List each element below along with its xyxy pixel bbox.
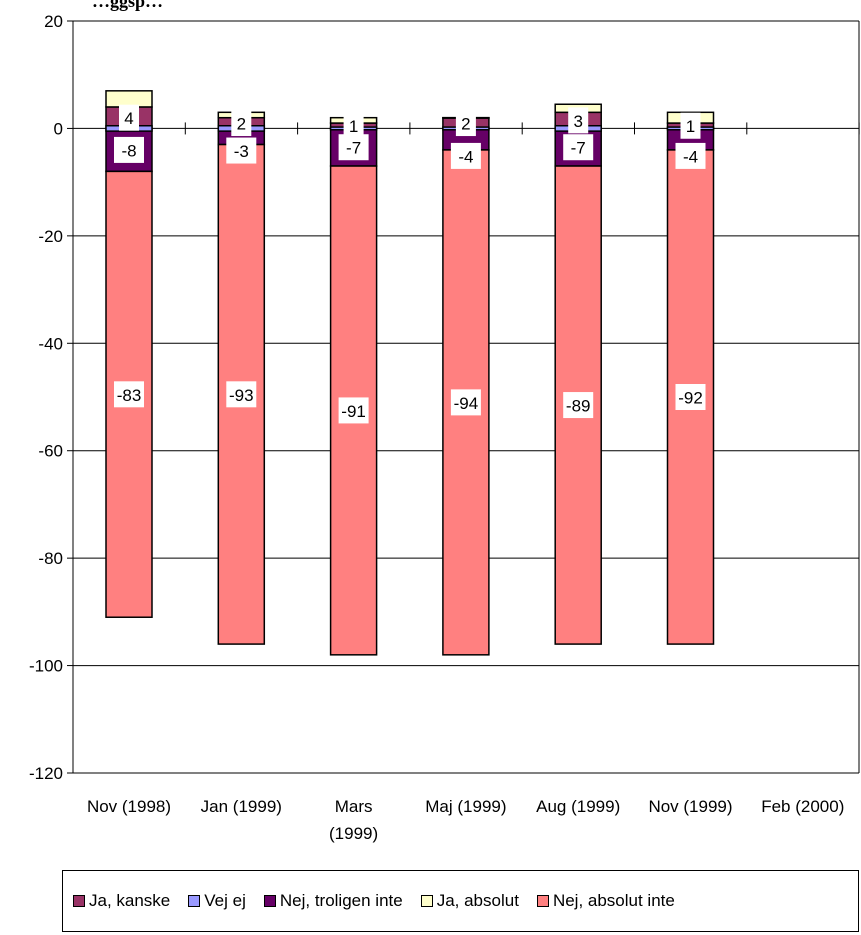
data-label: -92 — [678, 389, 703, 408]
y-tick-label: -60 — [38, 442, 63, 461]
data-label-background — [563, 392, 594, 419]
y-tick-label: -80 — [38, 549, 63, 568]
legend-item: Vej ej — [188, 891, 246, 911]
data-label-background — [675, 384, 706, 410]
data-label-background — [338, 397, 369, 424]
data-label-background — [563, 134, 594, 161]
data-label-background — [680, 112, 701, 139]
data-label: -94 — [454, 394, 479, 413]
data-label-background — [114, 381, 144, 408]
x-tick-label: Aug (1999) — [536, 797, 620, 816]
x-tick-label: Feb (2000) — [761, 797, 844, 816]
y-tick-label: -120 — [29, 764, 63, 783]
data-label-background — [568, 107, 589, 134]
data-label-background — [450, 389, 481, 416]
data-label-background — [231, 110, 252, 137]
x-tick-label: Mars — [335, 797, 373, 816]
legend-item: Ja, absolut — [420, 891, 519, 911]
legend-label: Ja, kanske — [89, 891, 171, 910]
data-label-background — [114, 136, 144, 163]
bar-segment — [105, 90, 153, 108]
legend-swatch — [536, 895, 549, 907]
data-label-background — [119, 104, 139, 131]
data-label: -83 — [117, 386, 142, 405]
data-label: -93 — [229, 386, 254, 405]
data-label: 4 — [124, 109, 133, 128]
legend-item: Nej, absolut inte — [536, 891, 675, 911]
data-label: -3 — [234, 142, 249, 161]
data-label: 3 — [573, 112, 582, 131]
data-label-background — [226, 381, 257, 408]
legend: Ja, kanske Vej ej Nej, troligen inte Ja, ab… — [62, 870, 859, 932]
legend-swatch — [263, 895, 276, 907]
data-label: 1 — [349, 117, 358, 136]
y-tick-label: 20 — [44, 12, 63, 31]
data-label: -4 — [683, 147, 698, 166]
data-label-background — [675, 142, 706, 169]
data-label: -91 — [341, 402, 366, 421]
legend-label: Vej ej — [204, 891, 246, 910]
x-tick-label: Maj (1999) — [425, 797, 506, 816]
x-tick-label-line2: (1999) — [329, 824, 378, 843]
data-label-background — [338, 134, 369, 161]
data-label: 2 — [461, 115, 470, 134]
legend-item: Ja, kanske — [73, 891, 170, 911]
data-label: -4 — [458, 147, 473, 166]
data-label: -89 — [566, 397, 591, 416]
legend-item: Nej, troligen inte — [263, 891, 403, 911]
legend-items: Ja, kanske Vej ej Nej, troligen inte Ja, ab… — [73, 871, 693, 931]
legend-label: Nej, troligen inte — [279, 891, 403, 910]
y-tick-label: -100 — [29, 657, 63, 676]
data-label-background — [455, 110, 476, 137]
data-label: -7 — [346, 139, 361, 158]
legend-swatch — [188, 895, 201, 907]
data-label: 2 — [237, 115, 246, 134]
legend-swatch — [420, 895, 433, 907]
legend-label: Ja, absolut — [436, 891, 519, 910]
data-label: -8 — [121, 141, 136, 160]
legend-swatch — [73, 895, 85, 907]
x-tick-label: Nov (1999) — [648, 797, 732, 816]
x-tick-label: Nov (1998) — [87, 797, 171, 816]
x-tick-label: Jan (1999) — [201, 797, 282, 816]
data-label-background — [343, 112, 364, 139]
y-tick-label: -40 — [38, 334, 63, 353]
legend-label: Nej, absolut inte — [552, 891, 675, 910]
data-label: 1 — [686, 117, 695, 136]
chart-title-fragment: …ggsp… — [92, 0, 164, 11]
y-tick-label: -20 — [38, 227, 63, 246]
data-label-background — [226, 137, 257, 164]
y-tick-label: 0 — [54, 119, 63, 138]
data-label: -7 — [571, 139, 586, 158]
data-label-background — [450, 142, 481, 169]
